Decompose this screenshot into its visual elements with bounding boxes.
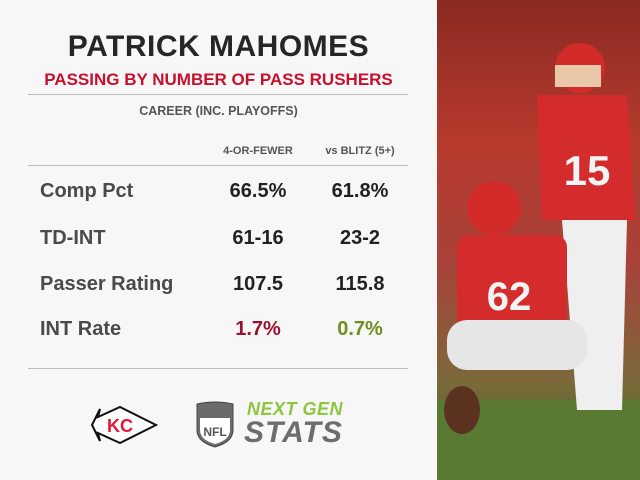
table-row: Passer Rating 107.5 115.8 [0, 273, 437, 303]
svg-text:15: 15 [564, 147, 611, 194]
row-label: TD-INT [40, 227, 106, 249]
nfl-shield-icon: NFL [196, 401, 234, 448]
cell-value: 23-2 [339, 227, 381, 249]
cell-value: 61-16 [232, 227, 284, 249]
table-row: TD-INT 61-16 23-2 [0, 227, 437, 257]
caption: CAREER (INC. PLAYOFFS) [139, 104, 298, 118]
svg-text:KC: KC [107, 416, 133, 436]
ngs-line1: NEXT GEN [247, 399, 344, 419]
ngs-line2: STATS [244, 416, 343, 449]
players-illustration: 15 62 [437, 43, 640, 480]
cell-value-good: 0.7% [337, 318, 383, 340]
page-title: PATRICK MAHOMES [67, 30, 370, 63]
cell-value: 66.5% [229, 180, 287, 202]
row-label: Comp Pct [40, 180, 134, 202]
cell-value: 107.5 [232, 273, 284, 295]
table-row: Comp Pct 66.5% 61.8% [0, 180, 437, 210]
svg-text:NFL: NFL [203, 425, 226, 439]
stats-panel: PATRICK MAHOMES PASSING BY NUMBER OF PAS… [0, 30, 437, 455]
cell-value: 61.8% [331, 180, 389, 202]
logo-row: KC NFL NEXT GEN STATS [0, 395, 437, 455]
svg-text:62: 62 [487, 275, 532, 319]
divider [28, 94, 408, 95]
column-header-blitz: vs BLITZ (5+) [325, 145, 395, 157]
player-photo: 15 62 [437, 0, 640, 480]
chiefs-arrowhead-icon: KC [90, 405, 158, 445]
row-label: INT Rate [40, 318, 122, 340]
divider [28, 368, 408, 369]
row-label: Passer Rating [40, 273, 174, 295]
table-row: INT Rate 1.7% 0.7% [0, 318, 437, 348]
divider [28, 165, 408, 166]
cell-value: 115.8 [335, 273, 385, 295]
cell-value-bad: 1.7% [235, 318, 281, 340]
column-header-4-or-fewer: 4-OR-FEWER [223, 145, 293, 157]
page-subtitle: PASSING BY NUMBER OF PASS RUSHERS [44, 70, 393, 89]
